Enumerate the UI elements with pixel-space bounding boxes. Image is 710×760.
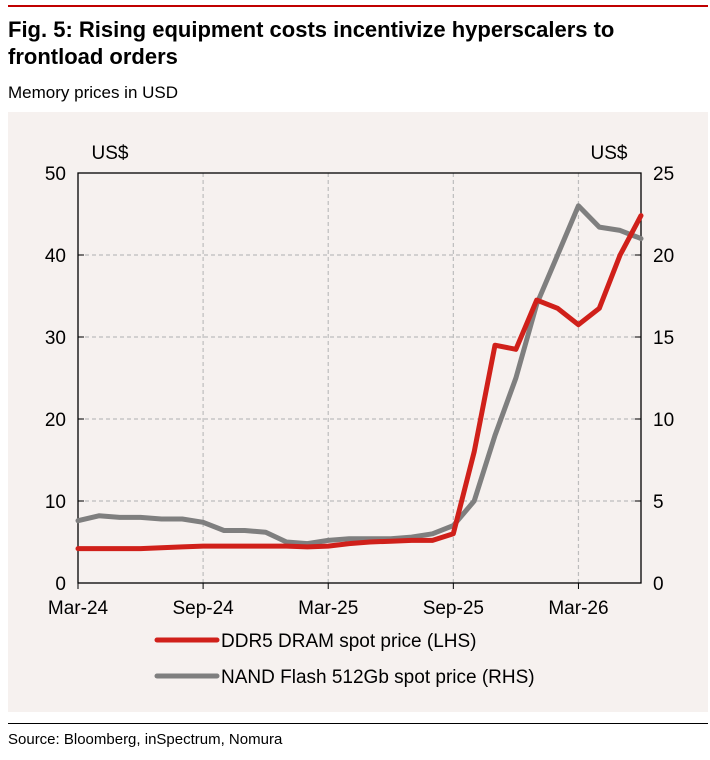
bottom-rule: [8, 723, 708, 724]
right-tick-label: 0: [653, 574, 664, 595]
right-tick-label: 25: [653, 164, 674, 185]
memory-price-chart: 0 10 20 30 40 50 0 5 10 15 20 25 Mar-24 Sep-24 Mar-25 S…: [45, 143, 674, 688]
series-lines: [75, 203, 644, 552]
right-tick-label: 15: [653, 328, 674, 349]
left-tick-label: 10: [45, 492, 66, 513]
x-tick-label: Sep-24: [172, 598, 234, 619]
figure-subtitle: Memory prices in USD: [8, 83, 179, 102]
x-tick-label: Sep-25: [423, 598, 484, 619]
top-rule: [8, 5, 708, 7]
right-tick-label: 5: [653, 492, 664, 513]
figure-title: Fig. 5: Rising equipment costs incentivi…: [8, 17, 615, 69]
x-tick-label: Mar-26: [548, 598, 608, 619]
legend-label-nand: NAND Flash 512Gb spot price (RHS): [221, 667, 535, 688]
left-tick-label: 0: [55, 574, 66, 595]
legend: DDR5 DRAM spot price (LHS) NAND Flash 512…: [154, 631, 535, 688]
plot-background: [8, 112, 708, 712]
nand-flash-line: [75, 203, 644, 547]
source-note: Source: Bloomberg, inSpectrum, Nomura: [8, 731, 283, 748]
left-axis-unit: US$: [92, 143, 129, 164]
plot-frame: [77, 172, 642, 584]
left-tick-label: 50: [45, 164, 66, 185]
left-tick-label: 30: [45, 328, 66, 349]
grid-lines: [78, 173, 641, 583]
legend-label-ddr5: DDR5 DRAM spot price (LHS): [221, 631, 477, 652]
axis-ticks: 0 10 20 30 40 50 0 5 10 15 20 25 Mar-24 Sep-24 Mar-25 S…: [45, 164, 674, 619]
x-tick-label: Mar-24: [48, 598, 109, 619]
ddr5-dram-line: [75, 213, 644, 552]
x-tick-label: Mar-25: [298, 598, 358, 619]
right-tick-label: 20: [653, 246, 674, 267]
right-tick-label: 10: [653, 410, 674, 431]
right-axis-unit: US$: [591, 143, 628, 164]
left-tick-label: 20: [45, 410, 66, 431]
left-tick-label: 40: [45, 246, 66, 267]
